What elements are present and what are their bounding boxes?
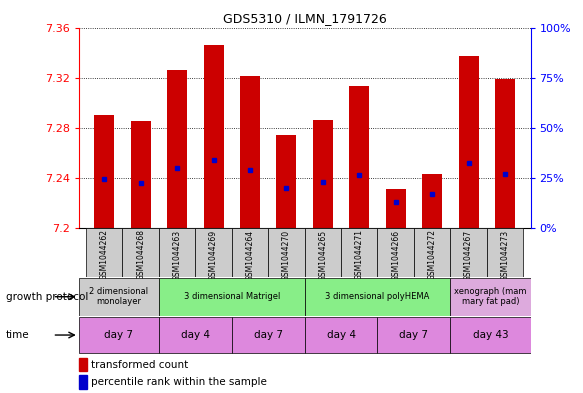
- Bar: [232, 317, 305, 353]
- Bar: [240, 76, 260, 228]
- Title: GDS5310 / ILMN_1791726: GDS5310 / ILMN_1791726: [223, 12, 387, 25]
- Text: GSM1044269: GSM1044269: [209, 230, 218, 281]
- Bar: [159, 228, 195, 277]
- Bar: [305, 278, 451, 316]
- Bar: [451, 228, 487, 277]
- Text: GSM1044268: GSM1044268: [136, 230, 145, 281]
- Text: 3 dimensional Matrigel: 3 dimensional Matrigel: [184, 292, 280, 301]
- Bar: [203, 45, 223, 228]
- Bar: [159, 317, 232, 353]
- Text: xenograph (mam
mary fat pad): xenograph (mam mary fat pad): [454, 287, 526, 307]
- Bar: [167, 70, 187, 228]
- Bar: [341, 228, 378, 277]
- Text: GSM1044262: GSM1044262: [100, 230, 108, 281]
- Bar: [495, 79, 515, 228]
- Text: 3 dimensional polyHEMA: 3 dimensional polyHEMA: [325, 292, 430, 301]
- Text: transformed count: transformed count: [91, 360, 188, 370]
- Bar: [195, 228, 232, 277]
- Text: day 4: day 4: [326, 330, 356, 340]
- Bar: [79, 317, 159, 353]
- Text: day 4: day 4: [181, 330, 210, 340]
- Bar: [131, 121, 150, 228]
- Bar: [94, 115, 114, 228]
- Bar: [451, 317, 531, 353]
- Text: GSM1044272: GSM1044272: [428, 230, 437, 281]
- Text: GSM1044264: GSM1044264: [245, 230, 254, 281]
- Text: GSM1044265: GSM1044265: [318, 230, 327, 281]
- Bar: [86, 228, 122, 277]
- Text: GSM1044270: GSM1044270: [282, 230, 291, 281]
- Bar: [378, 228, 414, 277]
- Text: GSM1044266: GSM1044266: [391, 230, 400, 281]
- Bar: [422, 174, 442, 228]
- Text: day 7: day 7: [254, 330, 283, 340]
- Text: time: time: [6, 330, 30, 340]
- Bar: [386, 189, 406, 228]
- Bar: [79, 278, 159, 316]
- Bar: [414, 228, 451, 277]
- Bar: [79, 358, 87, 371]
- Bar: [159, 278, 305, 316]
- Bar: [276, 135, 296, 228]
- Text: GSM1044273: GSM1044273: [501, 230, 510, 281]
- Bar: [459, 56, 479, 228]
- Bar: [305, 228, 341, 277]
- Text: 2 dimensional
monolayer: 2 dimensional monolayer: [89, 287, 148, 307]
- Text: day 7: day 7: [104, 330, 134, 340]
- Bar: [232, 228, 268, 277]
- Bar: [122, 228, 159, 277]
- Bar: [451, 278, 531, 316]
- Bar: [305, 317, 378, 353]
- Text: GSM1044267: GSM1044267: [464, 230, 473, 281]
- Bar: [487, 228, 524, 277]
- Text: GSM1044271: GSM1044271: [355, 230, 364, 281]
- Text: day 7: day 7: [399, 330, 429, 340]
- Bar: [268, 228, 305, 277]
- Text: day 43: day 43: [473, 330, 508, 340]
- Bar: [378, 317, 451, 353]
- Text: GSM1044263: GSM1044263: [173, 230, 181, 281]
- Bar: [79, 375, 87, 389]
- Text: growth protocol: growth protocol: [6, 292, 88, 302]
- Bar: [349, 86, 369, 228]
- Bar: [313, 120, 333, 228]
- Text: percentile rank within the sample: percentile rank within the sample: [91, 377, 267, 387]
